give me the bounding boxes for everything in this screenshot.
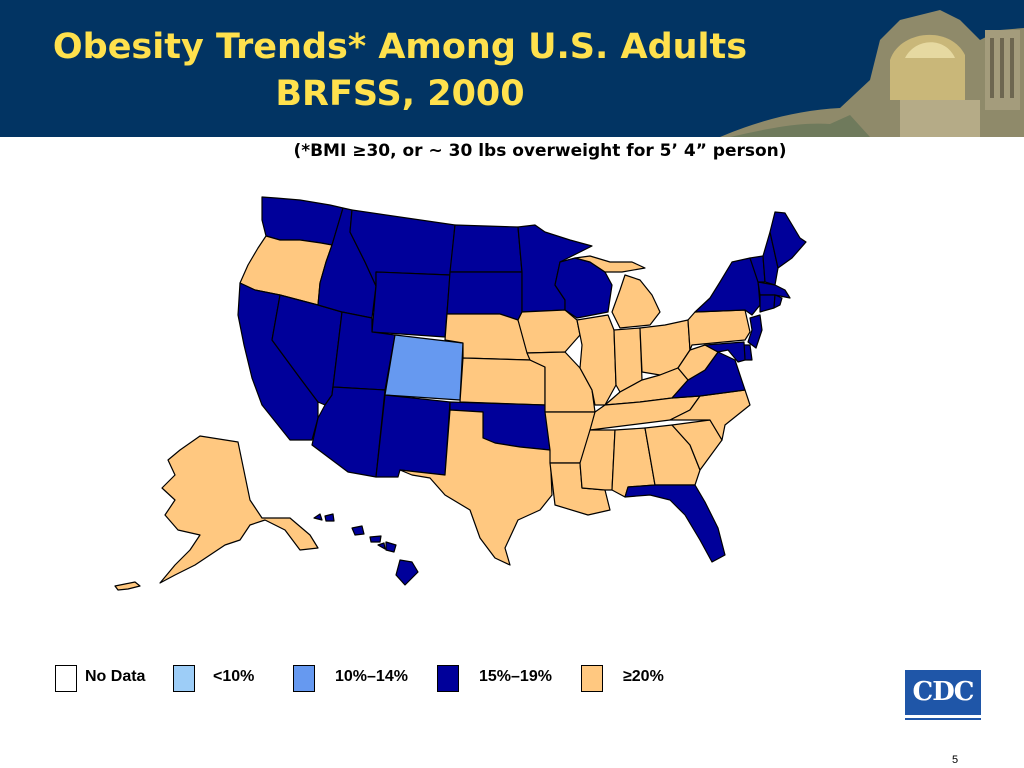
state-AK: [159, 435, 319, 584]
state-RI: [773, 294, 783, 309]
state-SD: [446, 271, 523, 321]
title-line-2: BRFSS, 2000: [275, 74, 525, 114]
map-legend: No Data <10% 10%–14% 15%–19% ≥20%: [55, 663, 695, 693]
legend-label-ge20: ≥20%: [623, 668, 664, 685]
legend-label-no-data: No Data: [85, 668, 146, 685]
state-HI-2: [324, 513, 335, 522]
state-HI-3: [351, 525, 365, 536]
legend-swatch-ge20: [581, 665, 603, 692]
state-WY: [371, 271, 451, 338]
subtitle: (*BMI ≥30, or ~ 30 lbs overweight for 5’…: [293, 141, 787, 161]
state-NH: [762, 231, 779, 286]
legend-label-10-14: 10%–14%: [335, 668, 408, 685]
capitol-building-image: [720, 10, 1024, 137]
state-NY: [694, 257, 761, 316]
legend-swatch-10-14: [293, 665, 315, 692]
state-KS: [459, 357, 546, 406]
cdc-logo-text: CDC: [912, 677, 975, 707]
slide-header: Obesity Trends* Among U.S. Adults BRFSS,…: [0, 0, 1024, 137]
state-CO: [384, 334, 464, 401]
state-MI-UP: [574, 255, 646, 273]
state-HI-1: [313, 513, 323, 521]
legend-label-lt10: <10%: [213, 668, 255, 685]
state-TX: [399, 409, 553, 566]
state-HI-5: [377, 542, 386, 550]
state-MI: [611, 274, 661, 329]
page-number: 5: [951, 754, 959, 766]
cdc-logo: CDC: [905, 670, 981, 724]
state-NJ: [747, 314, 763, 349]
cdc-logo-box: CDC: [905, 670, 981, 715]
state-ND: [449, 224, 523, 273]
legend-swatch-no-data: [55, 665, 77, 692]
state-HI-6: [385, 541, 397, 553]
state-IA: [517, 309, 581, 354]
state-MD: [704, 341, 746, 363]
legend-swatch-15-19: [437, 665, 459, 692]
state-NC: [669, 389, 751, 441]
state-IL: [576, 314, 617, 406]
state-HI-4: [369, 535, 382, 543]
legend-swatch-lt10: [173, 665, 195, 692]
state-SC: [671, 419, 723, 471]
state-NM: [375, 394, 451, 478]
cdc-tagline-mark: [905, 718, 981, 720]
state-ME: [769, 211, 807, 269]
title-line-1: Obesity Trends* Among U.S. Adults: [52, 27, 748, 67]
header-background: [0, 0, 1024, 137]
state-AK-islands: [114, 581, 141, 591]
state-CT: [759, 294, 776, 313]
state-FL: [624, 484, 726, 563]
legend-label-15-19: 15%–19%: [479, 668, 552, 685]
state-HI-7: [395, 559, 419, 586]
